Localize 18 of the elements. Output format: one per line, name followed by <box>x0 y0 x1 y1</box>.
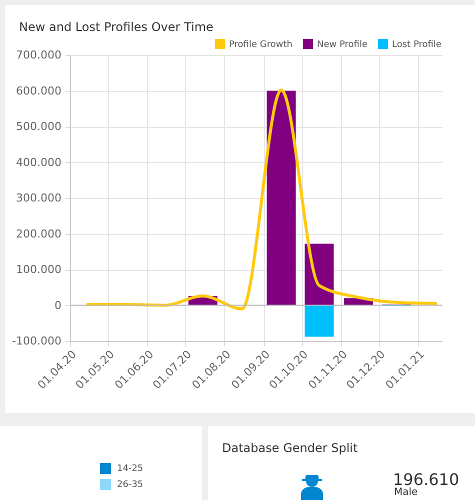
legend-label: New Profile <box>317 40 368 50</box>
text: 196.610 <box>393 470 460 489</box>
text: Database Gender Split <box>222 441 358 455</box>
y-tick-label: 200.000 <box>16 227 62 240</box>
y-tick-label: -100.000 <box>12 334 62 348</box>
text: Male <box>394 487 418 498</box>
y-tick-label: 0 <box>54 298 62 312</box>
y-tick-label: 300.000 <box>16 192 62 204</box>
text: 14-25 <box>117 464 144 474</box>
y-tick-label: 400.000 <box>16 156 62 169</box>
y-tick-label: 700.000 <box>16 48 62 62</box>
y-tick-label: 500.000 <box>16 120 62 133</box>
text: 26-35 <box>117 480 144 490</box>
legend-label: Lost Profile <box>392 40 442 50</box>
y-tick-label: 600.000 <box>16 84 62 98</box>
chart-title: New and Lost Profiles Over Time <box>19 20 214 34</box>
y-tick-label: 100.000 <box>16 263 62 276</box>
legend-label: Profile Growth <box>229 40 292 50</box>
